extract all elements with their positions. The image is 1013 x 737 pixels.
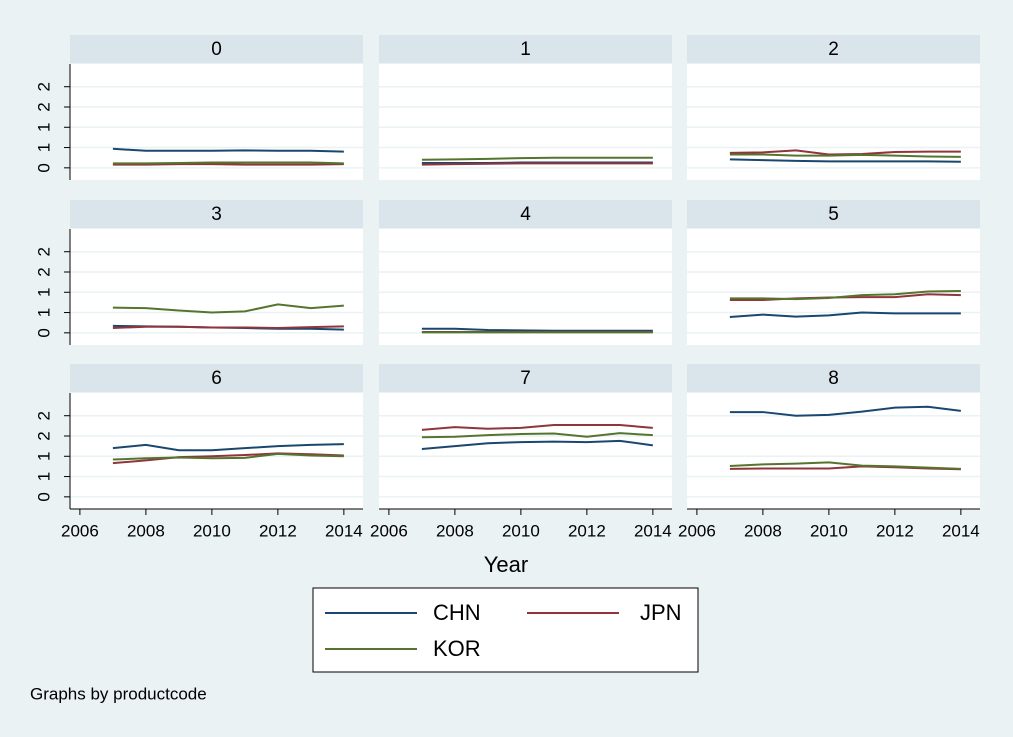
x-tick-label: 2008	[744, 521, 782, 540]
note: Graphs by productcode	[30, 684, 207, 703]
x-tick-label: 2006	[61, 521, 99, 540]
plot-area	[379, 393, 672, 509]
panel-header	[70, 364, 363, 392]
line	[421, 424, 653, 431]
plot-area	[687, 393, 980, 509]
y-tick-label: 2	[34, 82, 53, 91]
y-tick-label: 1	[34, 452, 53, 461]
panel-title: 2	[828, 39, 839, 60]
x-tick-label: 2012	[259, 521, 297, 540]
panel-title: 0	[211, 39, 222, 60]
plot-area	[379, 229, 672, 345]
panel-title: 6	[211, 368, 222, 389]
y-tick-label: 0	[34, 492, 53, 501]
line	[729, 153, 961, 158]
x-tick-label: 2014	[325, 521, 363, 540]
panel-header	[687, 35, 980, 63]
x-tick-label: 2006	[678, 521, 716, 540]
line	[421, 432, 653, 439]
line	[112, 325, 344, 329]
panel-title: 7	[520, 368, 531, 389]
panel-title: 3	[211, 204, 222, 225]
panel-header	[687, 200, 980, 228]
x-tick-label: 2014	[634, 521, 672, 540]
line	[112, 303, 344, 314]
line	[729, 461, 961, 470]
legend-label: KOR	[433, 636, 481, 661]
y-tick-label: 1	[34, 308, 53, 317]
panel-header	[687, 364, 980, 392]
panel-title: 5	[828, 204, 839, 225]
legend-label: JPN	[640, 600, 682, 625]
y-tick-label: 1	[34, 472, 53, 481]
legend-box	[312, 587, 699, 673]
line	[729, 158, 961, 163]
y-tick-label: 0	[34, 163, 53, 172]
panel-title: 8	[828, 368, 839, 389]
panel-title: 4	[520, 204, 531, 225]
x-tick-label: 2012	[568, 521, 606, 540]
y-tick-label: 2	[34, 267, 53, 276]
line	[112, 161, 344, 165]
line	[421, 162, 653, 166]
plot-area	[70, 64, 363, 180]
x-tick-label: 2010	[810, 521, 848, 540]
line	[421, 439, 653, 450]
x-tick-label: 2008	[436, 521, 474, 540]
x-tick-label: 2008	[127, 521, 165, 540]
line	[112, 147, 344, 153]
panel-header	[379, 35, 672, 63]
line	[112, 452, 344, 465]
line	[112, 443, 344, 452]
y-tick-label: 0	[34, 328, 53, 337]
y-tick-label: 2	[34, 411, 53, 420]
panel-header	[70, 200, 363, 228]
y-tick-label: 1	[34, 123, 53, 132]
line	[112, 452, 344, 461]
x-axis-label: Year	[484, 552, 528, 577]
panel-title: 1	[520, 39, 531, 60]
line	[729, 149, 961, 156]
y-tick-label: 2	[34, 431, 53, 440]
line	[421, 327, 653, 332]
line	[729, 311, 961, 319]
plot-area	[687, 64, 980, 180]
y-tick-label: 1	[34, 143, 53, 152]
plot-area	[687, 229, 980, 345]
y-tick-label: 2	[34, 247, 53, 256]
x-tick-label: 2010	[502, 521, 540, 540]
line	[421, 156, 653, 161]
plot-area	[379, 64, 672, 180]
line	[729, 290, 961, 301]
panel-header	[379, 364, 672, 392]
y-tick-label: 1	[34, 288, 53, 297]
x-tick-label: 2014	[942, 521, 980, 540]
plot-area	[70, 393, 363, 509]
x-tick-label: 2012	[876, 521, 914, 540]
panel-header	[379, 200, 672, 228]
line	[729, 405, 961, 417]
x-tick-label: 2010	[193, 521, 231, 540]
y-tick-label: 2	[34, 102, 53, 111]
panel-header	[70, 35, 363, 63]
legend-label: CHN	[433, 600, 481, 625]
x-tick-label: 2006	[370, 521, 408, 540]
